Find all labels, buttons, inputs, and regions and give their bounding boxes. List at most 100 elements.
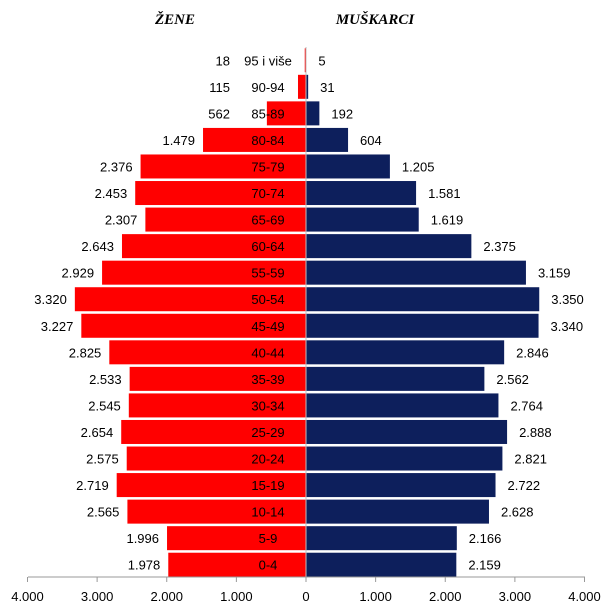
value-label-zene: 3.320 (34, 292, 67, 307)
bar-zene (74, 287, 306, 312)
value-label-zene: 2.719 (76, 478, 109, 493)
value-label-muskarci: 3.340 (551, 319, 584, 334)
bar-muskarci (306, 552, 457, 577)
value-label-zene: 18 (216, 53, 230, 68)
age-group-label: 50-54 (251, 292, 284, 307)
age-group-label: 35-39 (251, 372, 284, 387)
age-group-label: 40-44 (251, 345, 284, 360)
value-label-muskarci: 2.821 (514, 452, 547, 467)
value-label-muskarci: 2.628 (501, 505, 534, 520)
x-tick-label: 2.000 (429, 589, 462, 604)
bar-muskarci (306, 393, 499, 418)
age-group-label: 25-29 (251, 425, 284, 440)
bar-muskarci (306, 340, 505, 365)
age-group-label: 20-24 (251, 452, 284, 467)
value-label-zene: 2.643 (81, 239, 114, 254)
bar-muskarci (306, 473, 496, 498)
bar-zene (297, 74, 306, 99)
bar-zene (168, 552, 306, 577)
bar-zene (128, 393, 306, 418)
age-group-label: 75-79 (251, 159, 284, 174)
value-label-muskarci: 604 (360, 133, 382, 148)
x-tick-label: 4.000 (568, 589, 601, 604)
age-group-label: 85-89 (251, 106, 284, 121)
bar-muskarci (306, 446, 503, 471)
bar-muskarci (306, 127, 349, 152)
bar-zene (121, 419, 307, 444)
bar-muskarci (306, 419, 508, 444)
value-label-muskarci: 3.159 (538, 266, 571, 281)
value-label-muskarci: 192 (331, 106, 353, 121)
bar-zene (109, 340, 306, 365)
bar-muskarci (306, 526, 457, 551)
x-tick-label: 3.000 (499, 589, 532, 604)
x-tick-label: 1.000 (220, 589, 253, 604)
bars-muskarci (306, 48, 540, 577)
x-tick-label: 0 (302, 589, 309, 604)
bar-zene (126, 446, 306, 471)
bar-muskarci (306, 181, 417, 206)
value-label-muskarci: 2.159 (468, 558, 501, 573)
age-group-label: 15-19 (251, 478, 284, 493)
value-label-muskarci: 2.888 (519, 425, 552, 440)
bar-zene (102, 260, 306, 285)
value-label-zene: 562 (208, 106, 230, 121)
value-label-zene: 2.533 (89, 372, 122, 387)
value-label-muskarci: 2.722 (508, 478, 541, 493)
x-tick-label: 2.000 (150, 589, 183, 604)
value-label-zene: 2.565 (87, 505, 120, 520)
value-label-zene: 3.227 (41, 319, 74, 334)
age-group-label: 10-14 (251, 505, 284, 520)
value-label-muskarci: 2.846 (516, 345, 549, 360)
age-group-label: 60-64 (251, 239, 284, 254)
value-label-muskarci: 2.166 (469, 531, 502, 546)
value-label-zene: 115 (209, 80, 230, 95)
age-group-label: 65-69 (251, 213, 284, 228)
value-label-muskarci: 5 (318, 53, 325, 68)
age-group-label: 80-84 (251, 133, 284, 148)
value-label-zene: 1.479 (162, 133, 195, 148)
bar-zene (81, 313, 306, 338)
bar-zene (140, 154, 306, 179)
x-axis: 4.000 3.000 2.000 1.000 0 1.000 2.000 3.000 4.00… (11, 47, 601, 604)
bar-zene (116, 473, 306, 498)
age-group-label: 55-59 (251, 266, 284, 281)
bar-zene (121, 234, 306, 259)
bar-muskarci (306, 234, 472, 259)
bar-zene (167, 526, 306, 551)
bar-zene (129, 366, 306, 391)
bar-zene (203, 127, 306, 152)
value-label-muskarci: 1.581 (428, 186, 461, 201)
bar-zene (145, 207, 306, 232)
age-group-label: 30-34 (251, 398, 284, 413)
bar-muskarci (306, 74, 309, 99)
value-label-zene: 2.307 (105, 213, 138, 228)
value-labels: 18 5 115 31 562 192 1.479 604 2.376 1.205 2.453 1.5… (34, 53, 583, 572)
value-label-muskarci: 2.562 (496, 372, 529, 387)
age-group-labels: 95 i više 90-94 85-89 80-84 75-79 70-74 65-69 6… (244, 53, 292, 572)
value-label-zene: 2.654 (81, 425, 114, 440)
bar-muskarci (306, 207, 419, 232)
value-label-zene: 2.825 (69, 345, 102, 360)
bar-muskarci (306, 154, 390, 179)
value-label-zene: 2.575 (86, 452, 119, 467)
series-title-zene: ŽENE (154, 11, 195, 28)
bar-muskarci (306, 366, 485, 391)
value-label-zene: 2.453 (95, 186, 128, 201)
series-title-muskarci: MUŠKARCI (335, 11, 416, 28)
age-group-label: 45-49 (251, 319, 284, 334)
bar-zene (304, 48, 306, 73)
value-label-zene: 1.996 (126, 531, 159, 546)
bar-muskarci (306, 313, 539, 338)
value-label-muskarci: 3.350 (551, 292, 584, 307)
age-group-label: 90-94 (251, 80, 284, 95)
bar-zene (266, 101, 306, 126)
bar-muskarci (306, 499, 489, 524)
age-group-label: 5-9 (259, 531, 278, 546)
value-label-muskarci: 31 (320, 80, 334, 95)
age-group-label: 70-74 (251, 186, 284, 201)
age-group-label: 0-4 (259, 558, 278, 573)
value-label-zene: 2.929 (62, 266, 95, 281)
bar-muskarci (306, 260, 526, 285)
